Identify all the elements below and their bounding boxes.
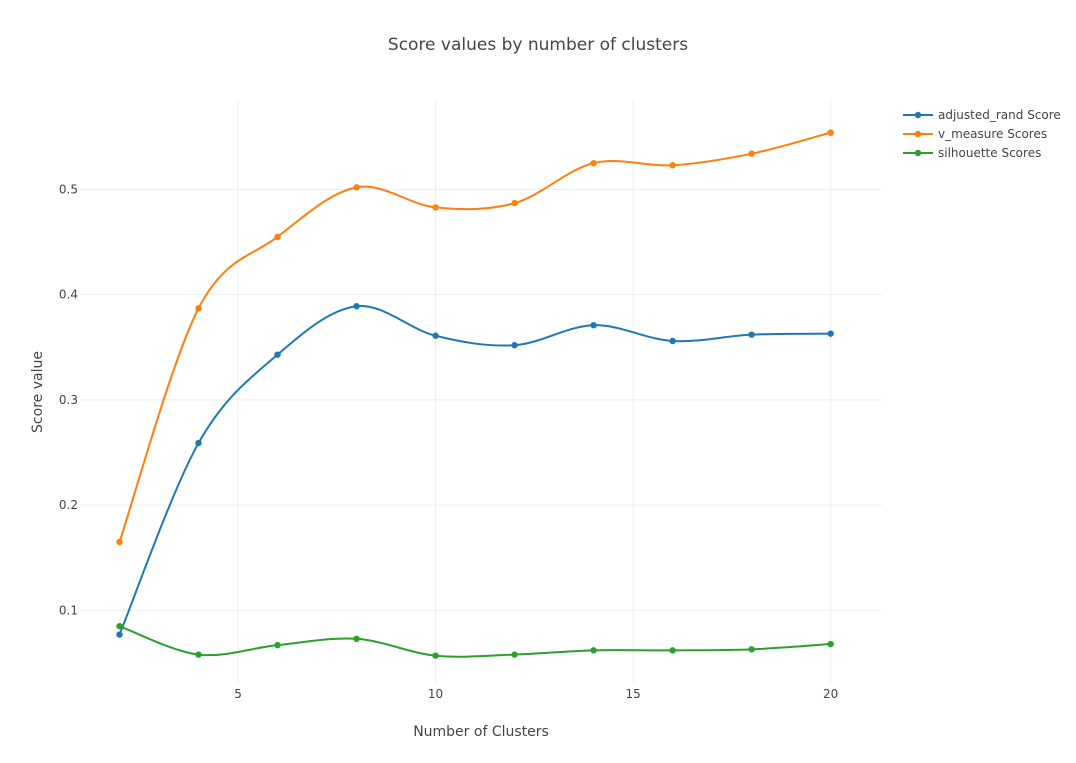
y-axis-title: Score value bbox=[30, 351, 46, 433]
series-layer bbox=[116, 129, 834, 659]
data-point[interactable] bbox=[116, 631, 123, 638]
data-point[interactable] bbox=[669, 162, 676, 169]
data-point[interactable] bbox=[274, 351, 281, 358]
data-point[interactable] bbox=[195, 651, 202, 658]
data-point[interactable] bbox=[353, 184, 360, 191]
data-point[interactable] bbox=[432, 204, 439, 211]
x-tick-label: 10 bbox=[428, 687, 443, 701]
data-point[interactable] bbox=[748, 331, 755, 338]
legend-swatch-marker bbox=[914, 111, 922, 119]
series-line bbox=[119, 625, 831, 658]
legend-label: silhouette Scores bbox=[938, 146, 1041, 160]
series-0 bbox=[116, 303, 834, 638]
data-point[interactable] bbox=[748, 646, 755, 653]
legend-item[interactable]: silhouette Scores bbox=[903, 146, 1041, 160]
data-point[interactable] bbox=[116, 538, 123, 546]
chart-title: Score values by number of clusters bbox=[388, 35, 688, 55]
series-line bbox=[118, 305, 831, 635]
data-point[interactable] bbox=[511, 199, 518, 207]
data-point[interactable] bbox=[748, 150, 755, 157]
data-point[interactable] bbox=[353, 635, 360, 643]
data-point[interactable] bbox=[669, 337, 676, 345]
data-point[interactable] bbox=[511, 651, 518, 658]
data-point[interactable] bbox=[827, 129, 834, 136]
y-tick-label: 0.2 bbox=[59, 498, 78, 512]
x-axis-title: Number of Clusters bbox=[413, 724, 549, 740]
data-point[interactable] bbox=[195, 439, 202, 447]
legend-label: adjusted_rand Score bbox=[938, 108, 1061, 122]
data-point[interactable] bbox=[353, 303, 360, 310]
legend-item[interactable]: adjusted_rand Score bbox=[903, 108, 1061, 122]
legend-item[interactable]: v_measure Scores bbox=[903, 127, 1047, 141]
data-point[interactable] bbox=[827, 330, 834, 337]
series-1 bbox=[116, 129, 834, 546]
x-tick-label: 15 bbox=[625, 687, 640, 701]
data-point[interactable] bbox=[827, 640, 834, 648]
tick-labels: 0.1 0.2 0.3 0.4 0.5 5 10 15 20 bbox=[59, 182, 838, 701]
data-point[interactable] bbox=[590, 647, 597, 654]
data-point[interactable] bbox=[274, 641, 281, 649]
y-tick-label: 0.1 bbox=[59, 603, 78, 617]
data-point[interactable] bbox=[432, 652, 439, 659]
legend-swatch-marker bbox=[914, 130, 922, 138]
data-point[interactable] bbox=[669, 647, 676, 654]
series-2 bbox=[116, 622, 834, 659]
legend[interactable]: adjusted_rand Score v_measure Scores silho… bbox=[903, 108, 1061, 160]
data-point[interactable] bbox=[195, 305, 202, 312]
grid-lines bbox=[80, 100, 882, 683]
x-tick-label: 5 bbox=[234, 687, 242, 701]
y-tick-label: 0.5 bbox=[59, 182, 78, 196]
legend-swatch-marker bbox=[914, 149, 922, 157]
data-point[interactable] bbox=[590, 159, 597, 167]
y-tick-label: 0.4 bbox=[59, 288, 78, 302]
data-point[interactable] bbox=[274, 233, 281, 241]
legend-label: v_measure Scores bbox=[938, 127, 1047, 141]
data-point[interactable] bbox=[116, 622, 123, 630]
data-point[interactable] bbox=[432, 332, 439, 339]
x-tick-label: 20 bbox=[823, 687, 838, 701]
y-tick-label: 0.3 bbox=[59, 393, 78, 407]
data-point[interactable] bbox=[511, 341, 518, 349]
data-point[interactable] bbox=[590, 322, 597, 329]
